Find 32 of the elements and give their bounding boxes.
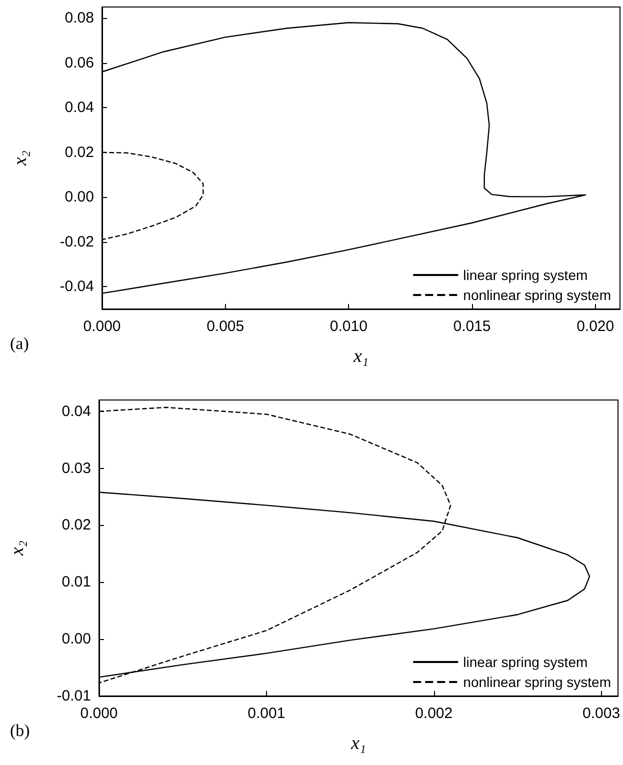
x-tick-label: 0.020 xyxy=(576,318,614,335)
y-tick-label: 0.00 xyxy=(62,630,91,648)
legend-label: nonlinear spring system xyxy=(463,674,612,690)
y-tick-label: 0.04 xyxy=(64,99,94,116)
y-tick-label: -0.04 xyxy=(60,278,94,296)
text: (b) xyxy=(10,721,30,740)
x-tick-label: 0.000 xyxy=(80,705,118,722)
y-tick-label: -0.01 xyxy=(56,688,91,704)
y-tick-label: 0.00 xyxy=(64,188,94,206)
y-axis-title: x₂ xyxy=(10,150,31,167)
y-tick-label: 0.02 xyxy=(64,144,94,161)
text: (a) xyxy=(10,334,29,353)
y-tick-label: 0.04 xyxy=(62,402,91,420)
legend-label: linear spring system xyxy=(463,267,588,283)
legend-label: nonlinear spring system xyxy=(463,287,612,303)
x-tick-label: 0.000 xyxy=(83,318,121,335)
y-axis-title: x₂ xyxy=(7,540,28,557)
x-axis-title: x₁ xyxy=(352,346,369,367)
x-tick-label: 0.002 xyxy=(415,705,453,722)
y-tick-label: -0.02 xyxy=(60,233,94,250)
legend-label: linear spring system xyxy=(463,654,588,670)
y-tick-label: 0.03 xyxy=(62,460,91,477)
x-tick-label: 0.001 xyxy=(248,705,286,722)
y-tick-label: 0.02 xyxy=(62,516,91,534)
y-tick-label: 0.06 xyxy=(64,54,94,72)
x-tick-label: 0.005 xyxy=(206,318,244,335)
y-tick-label: 0.08 xyxy=(64,10,94,27)
x-axis-title: x₁ xyxy=(350,733,366,754)
x-tick-label: 0.015 xyxy=(453,318,491,335)
y-tick-label: 0.01 xyxy=(62,574,91,591)
x-tick-label: 0.010 xyxy=(330,318,368,335)
x-tick-label: 0.003 xyxy=(582,705,620,722)
